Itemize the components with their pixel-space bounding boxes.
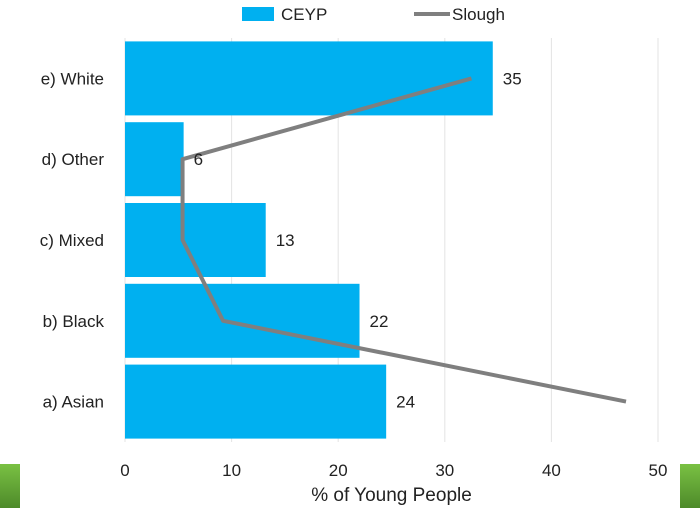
data-label-0: 24 <box>396 393 415 412</box>
data-labels: 24 22 13 6 35 <box>194 69 522 411</box>
x-axis-title: % of Young People <box>311 485 472 506</box>
category-label-3: d) Other <box>42 150 105 169</box>
legend: CEYP Slough <box>242 5 505 24</box>
x-tick-labels: 0 10 20 30 40 50 <box>120 461 667 480</box>
left-corner-decoration <box>0 464 20 508</box>
legend-ceyp-label: CEYP <box>281 5 327 24</box>
category-labels: a) Asian b) Black c) Mixed d) Other e) White <box>40 69 105 411</box>
bar-3 <box>125 122 184 197</box>
slough-polyline <box>180 76 627 404</box>
x-tick-3: 30 <box>435 461 454 480</box>
category-label-4: e) White <box>41 69 104 88</box>
category-label-2: c) Mixed <box>40 231 104 250</box>
legend-ceyp-swatch <box>242 7 274 21</box>
bar-1 <box>125 283 360 358</box>
data-label-1: 22 <box>370 312 389 331</box>
right-corner-decoration <box>680 464 700 508</box>
bar-4 <box>125 41 493 116</box>
category-label-0: a) Asian <box>43 393 104 412</box>
x-tick-5: 50 <box>649 461 668 480</box>
data-label-2: 13 <box>276 231 295 250</box>
category-label-1: b) Black <box>43 312 105 331</box>
slough-line <box>180 76 627 404</box>
x-tick-2: 20 <box>329 461 348 480</box>
x-tick-1: 10 <box>222 461 241 480</box>
ceyp-bars <box>125 41 493 439</box>
data-label-4: 35 <box>503 69 522 88</box>
bar-0 <box>125 364 387 439</box>
x-tick-4: 40 <box>542 461 561 480</box>
data-label-3: 6 <box>194 150 203 169</box>
x-tick-0: 0 <box>120 461 129 480</box>
legend-slough-label: Slough <box>452 5 505 24</box>
